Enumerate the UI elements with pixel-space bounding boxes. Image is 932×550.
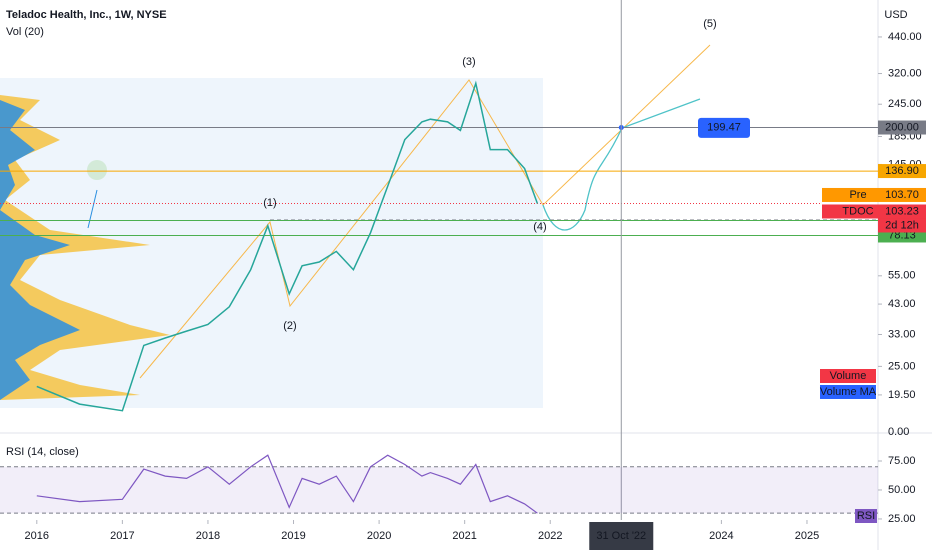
x-tick-label: 2025	[795, 530, 819, 542]
wave-label: (5)	[703, 18, 716, 30]
countdown-bg	[878, 218, 926, 233]
price-tag	[822, 204, 926, 219]
y-tick-label: 43.00	[888, 298, 916, 310]
price-tag-label: 136.90	[885, 165, 919, 177]
y-tick-label: 25.00	[888, 360, 916, 372]
target-label: 199.47	[707, 122, 741, 134]
price-tag-name: TDOC	[842, 205, 873, 217]
price-tag	[822, 187, 926, 202]
arrow	[87, 189, 98, 229]
x-tick-label: 2021	[452, 530, 476, 542]
volume-profile	[0, 100, 80, 400]
price-tag-name: Pre	[849, 189, 866, 201]
rsi-badge-label: RSI	[857, 510, 875, 522]
wave-label: (3)	[462, 56, 475, 68]
wave-label: (2)	[283, 320, 296, 332]
y-tick-label: 33.00	[888, 328, 916, 340]
rsi-badge	[855, 509, 877, 523]
x-tick-label: 2016	[25, 530, 49, 542]
rsi-line	[36, 454, 538, 514]
y-tick-label: 245.00	[888, 98, 922, 110]
elliott-lines	[139, 44, 711, 379]
x-tick-label: 2019	[281, 530, 305, 542]
price-tag	[878, 120, 926, 135]
price-tag-label: 103.23	[885, 205, 919, 217]
rsi-band	[0, 466, 878, 514]
x-tick-label: 2018	[196, 530, 220, 542]
price-tag-label: 200.00	[885, 121, 919, 133]
title: Teladoc Health, Inc., 1W, NYSE	[6, 9, 167, 21]
crosshair-label: 31 Oct '22	[596, 530, 646, 542]
volume-axis-zero: 0.00	[888, 426, 909, 438]
rsi-title: RSI (14, close)	[6, 446, 79, 458]
wave-label: (1)	[263, 197, 276, 209]
wave-label: (4)	[533, 221, 546, 233]
countdown: 2d 12h	[885, 219, 919, 231]
y-tick-label: 320.00	[888, 67, 922, 79]
y-tick-label: 55.00	[888, 270, 916, 282]
price-tag-label: 103.70	[885, 189, 919, 201]
marker	[87, 160, 107, 180]
y-tick-label: 440.00	[888, 31, 922, 43]
price-tag	[878, 164, 926, 179]
currency: USD	[884, 9, 907, 21]
legend-tag	[820, 385, 876, 399]
legend-tag	[820, 369, 876, 383]
y-tick-label: 19.50	[888, 389, 916, 401]
y-tick-label: 50.00	[888, 484, 916, 496]
volume-title: Vol (20)	[6, 26, 44, 38]
crosshair-tag	[589, 522, 654, 550]
y-tick-label: 25.00	[888, 513, 916, 525]
x-tick-label: 2020	[367, 530, 391, 542]
x-tick-label: 2024	[709, 530, 733, 542]
legend-label: Volume MA	[820, 386, 877, 398]
x-tick-label: 2022	[538, 530, 562, 542]
target-bubble	[698, 117, 750, 138]
x-tick-label: 2017	[110, 530, 134, 542]
legend-label: Volume	[830, 370, 867, 382]
y-tick-label: 75.00	[888, 455, 916, 467]
price-line	[36, 80, 539, 412]
forecast	[542, 98, 701, 231]
